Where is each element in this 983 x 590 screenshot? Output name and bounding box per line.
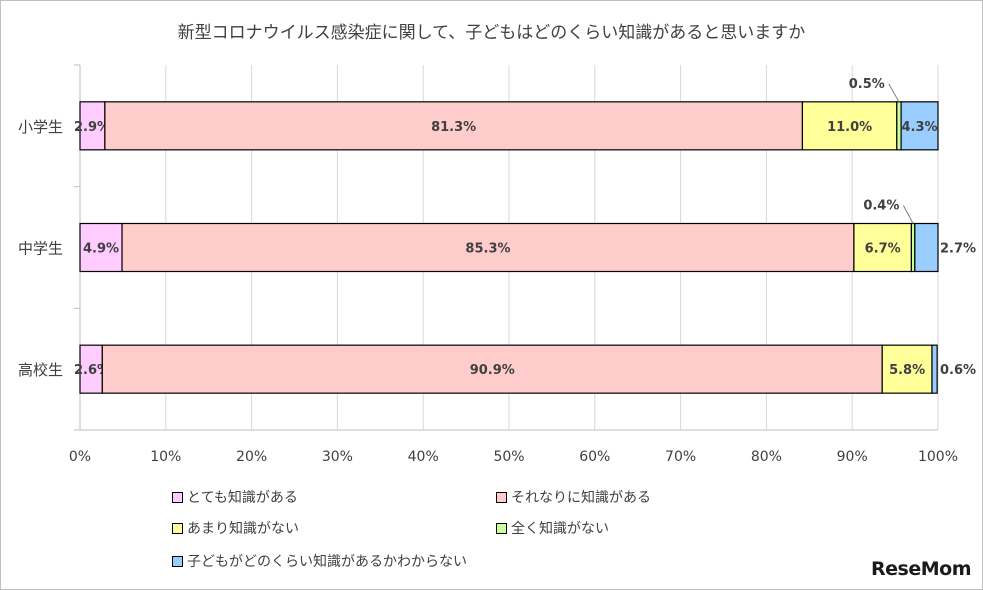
legend-swatch xyxy=(496,522,507,534)
x-tick-label: 70% xyxy=(665,449,696,465)
x-tick-label: 90% xyxy=(837,449,868,465)
legend-swatch xyxy=(496,491,507,503)
legend-item: 全く知識がない xyxy=(496,518,609,538)
x-tick-label: 40% xyxy=(408,449,439,465)
data-label: 2.6% xyxy=(74,363,110,378)
leader-line xyxy=(888,83,900,103)
legend-swatch xyxy=(172,555,183,567)
x-tick-label: 80% xyxy=(751,449,782,465)
bar-segment xyxy=(896,101,902,151)
legend-item: それなりに知識がある xyxy=(496,487,651,507)
data-label: 0.6% xyxy=(940,363,976,378)
x-tick-label: 20% xyxy=(236,449,267,465)
x-tick-label: 50% xyxy=(493,449,524,465)
data-label: 2.7% xyxy=(940,242,976,257)
legend-item: 子どもがどのくらい知識があるかわからない xyxy=(172,551,467,571)
data-label: 85.3% xyxy=(465,242,510,257)
bar-segment xyxy=(79,101,106,151)
resemom-logo: ReseMom xyxy=(871,558,971,580)
bar-segment xyxy=(104,101,804,151)
data-label: 0.5% xyxy=(849,77,885,92)
bar-segment xyxy=(101,344,883,394)
legend-label: あまり知識がない xyxy=(187,521,299,537)
legend-label: とても知識がある xyxy=(187,490,298,506)
data-label: 6.7% xyxy=(865,242,901,257)
legend-swatch xyxy=(172,491,183,503)
x-tick-label: 0% xyxy=(69,449,91,465)
legend-item: とても知識がある xyxy=(172,487,298,507)
x-tick-label: 60% xyxy=(579,449,610,465)
data-label: 5.8% xyxy=(889,363,925,378)
data-label: 4.3% xyxy=(902,120,938,135)
x-tick-label: 10% xyxy=(150,449,181,465)
legend-item: あまり知識がない xyxy=(172,518,299,538)
data-label: 0.4% xyxy=(863,199,899,214)
bar-segment xyxy=(931,344,938,394)
category-label: 高校生 xyxy=(18,361,63,379)
data-label: 90.9% xyxy=(470,363,515,378)
data-label: 81.3% xyxy=(431,120,476,135)
data-label: 2.9% xyxy=(74,120,110,135)
chart-title: 新型コロナウイルス感染症に関して、子どもはどのくらい知識があると思いますか xyxy=(177,23,806,43)
data-label: 4.9% xyxy=(83,242,119,257)
legend-label: 子どもがどのくらい知識があるかわからない xyxy=(187,554,467,570)
bar-segment xyxy=(79,222,123,273)
leader-line xyxy=(902,205,914,224)
legend-label: それなりに知識がある xyxy=(511,490,651,506)
bar-segment xyxy=(914,222,939,273)
legend-label: 全く知識がない xyxy=(511,521,609,537)
x-tick-label: 30% xyxy=(322,449,353,465)
x-tick-label: 100% xyxy=(918,449,958,465)
legend-swatch xyxy=(172,522,183,534)
bar-segment xyxy=(881,344,933,394)
bar-segment xyxy=(900,101,939,151)
bar-segment xyxy=(801,101,898,151)
bar-segment xyxy=(853,222,913,273)
data-label: 11.0% xyxy=(827,120,872,135)
category-label: 中学生 xyxy=(18,240,63,258)
category-label: 小学生 xyxy=(18,118,63,136)
